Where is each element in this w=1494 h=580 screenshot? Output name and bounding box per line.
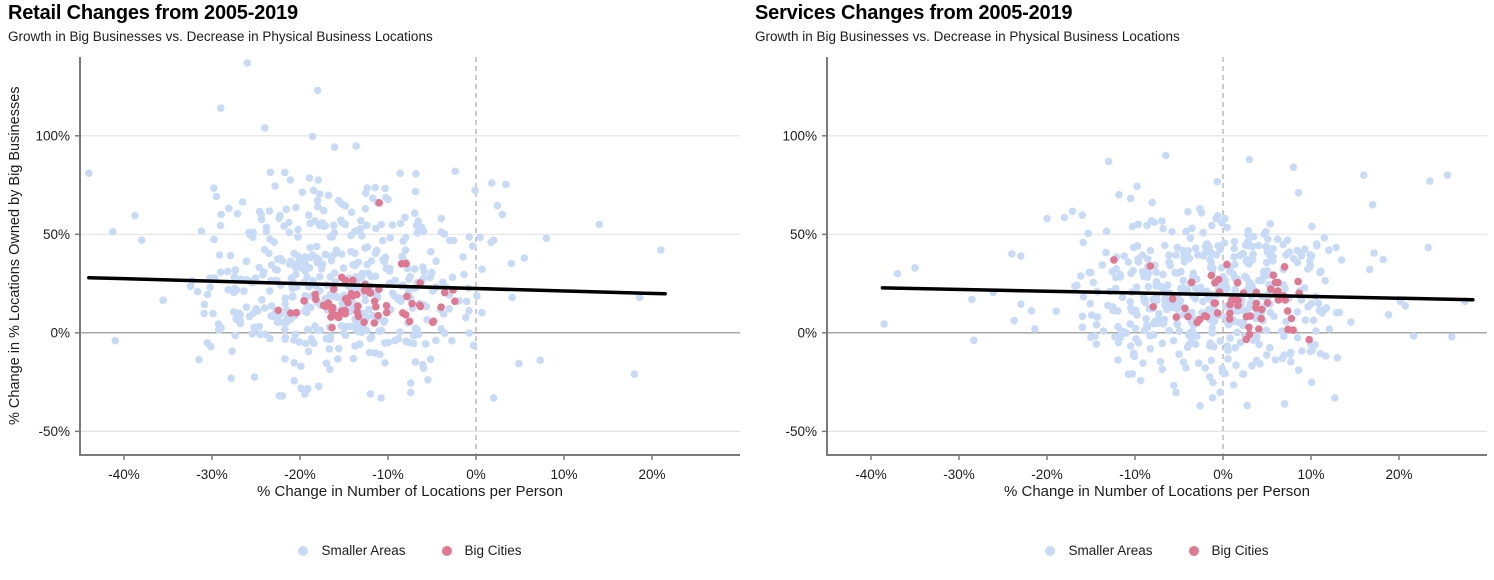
retail-scatter-plot: 100% 50% 0% -50% -40% -30% -20% -10% 0% 10% 20% [35,57,740,482]
legend-label-big-cities: Big Cities [1211,543,1269,558]
svg-text:0%: 0% [1213,467,1233,482]
retail-subtitle: Growth in Big Businesses vs. Decrease in… [8,29,433,44]
services-x-axis-title: % Change in Number of Locations per Pers… [1003,483,1310,500]
legend-label-smaller-areas: Smaller Areas [321,543,406,558]
svg-text:50%: 50% [790,227,817,242]
svg-text:-50%: -50% [785,424,817,439]
svg-text:0%: 0% [50,325,70,340]
legend-label-big-cities: Big Cities [464,543,522,558]
legend-item-smaller-areas: Smaller Areas [298,543,406,558]
svg-text:-30%: -30% [943,467,975,482]
smaller-areas-dot-icon [298,545,309,556]
svg-text:-10%: -10% [372,467,404,482]
svg-text:100%: 100% [782,128,817,143]
svg-text:50%: 50% [43,227,70,242]
legend-item-smaller-areas: Smaller Areas [1045,543,1153,558]
services-panel: Services Changes from 2005-2019 Growth i… [747,0,1494,580]
big-cities-dot-icon [441,545,452,556]
big-cities-dot-icon [1188,545,1199,556]
services-legend: Smaller Areas Big Cities [827,543,1487,558]
legend-label-smaller-areas: Smaller Areas [1068,543,1153,558]
retail-title: Retail Changes from 2005-2019 [8,2,298,24]
svg-text:-40%: -40% [108,467,140,482]
svg-text:20%: 20% [638,467,665,482]
svg-text:0%: 0% [466,467,486,482]
services-subtitle: Growth in Big Businesses vs. Decrease in… [755,29,1180,44]
svg-text:10%: 10% [550,467,577,482]
retail-x-axis-title: % Change in Number of Locations per Pers… [256,483,563,500]
svg-text:10%: 10% [1297,467,1324,482]
svg-text:20%: 20% [1385,467,1412,482]
svg-text:-20%: -20% [1031,467,1063,482]
services-scatter-plot: 100% 50% 0% -50% -40% -30% -20% -10% 0% 10% 20% [782,57,1487,482]
retail-legend: Smaller Areas Big Cities [80,543,740,558]
services-title: Services Changes from 2005-2019 [755,2,1073,24]
svg-text:-20%: -20% [284,467,316,482]
svg-text:100%: 100% [35,128,70,143]
svg-text:-10%: -10% [1119,467,1151,482]
legend-item-big-cities: Big Cities [441,543,522,558]
svg-text:-40%: -40% [855,467,887,482]
svg-text:0%: 0% [797,325,817,340]
svg-text:-30%: -30% [196,467,228,482]
smaller-areas-dot-icon [1045,545,1056,556]
retail-panel: Retail Changes from 2005-2019 Growth in … [7,2,740,558]
svg-text:-50%: -50% [38,424,70,439]
legend-item-big-cities: Big Cities [1188,543,1269,558]
